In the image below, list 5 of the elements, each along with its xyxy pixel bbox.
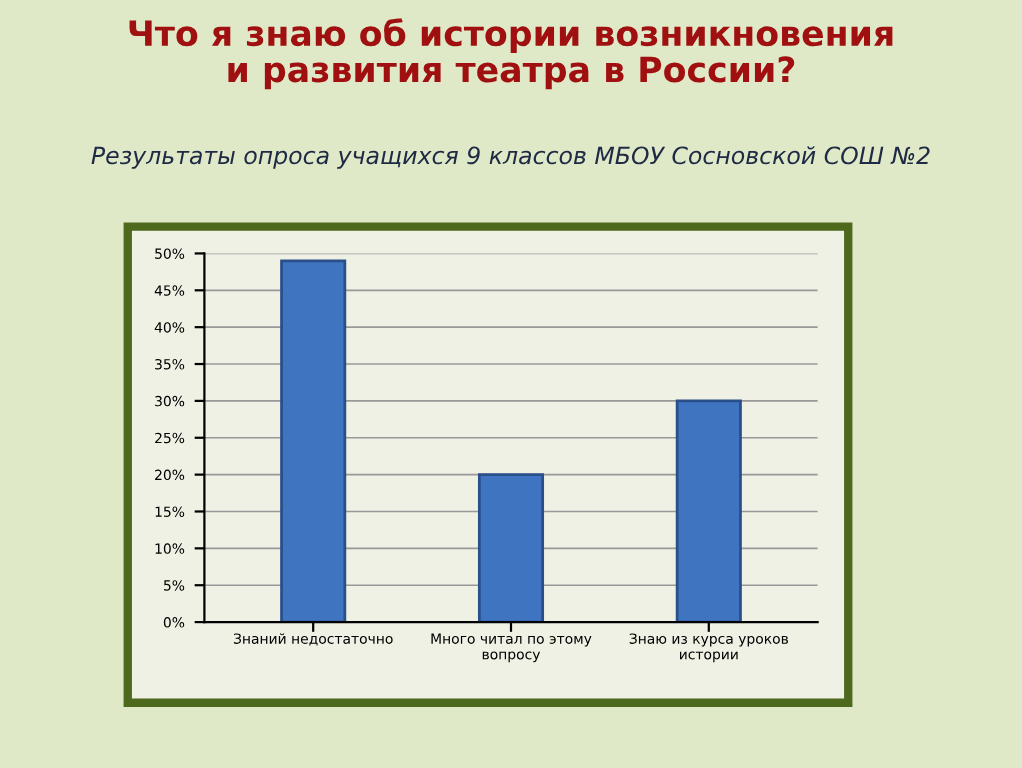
bar <box>675 399 742 623</box>
bar <box>477 473 545 623</box>
chart-title: Что я знаю об истории возникновения и развития театра в России? <box>129 18 893 90</box>
chart-subtitle: Результаты опроса учащихся 9 классов МБОУ Сосновской СОШ №2 <box>91 146 930 169</box>
bar <box>280 259 347 623</box>
